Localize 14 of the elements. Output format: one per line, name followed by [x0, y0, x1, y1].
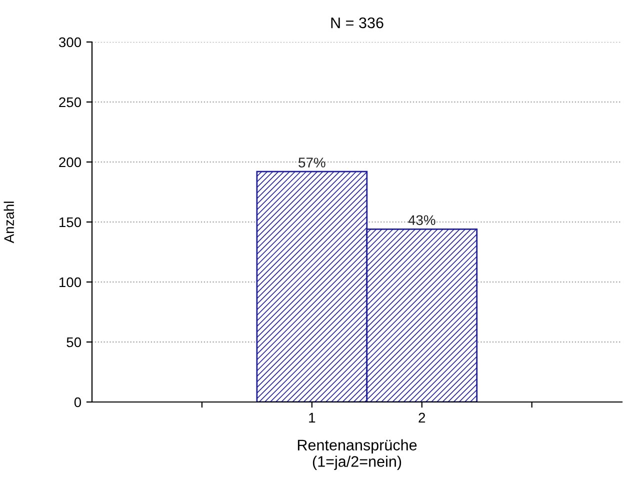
y-tick-label: 50	[66, 337, 82, 348]
y-tick-label: 150	[59, 217, 82, 228]
x-axis-title: Rentenansprüche (1=ja/2=nein)	[298, 439, 417, 470]
annotation: 57%	[298, 158, 326, 168]
annotation: 43%	[408, 215, 436, 226]
y-axis-title: Anzahl	[4, 202, 14, 244]
chart-title: N = 336	[331, 17, 384, 28]
y-tick-label: 300	[58, 37, 82, 48]
x-tick-label: 2	[418, 412, 426, 422]
y-tick-label: 200	[59, 157, 82, 168]
y-tick-label: 250	[59, 97, 82, 108]
y-tick-label: 100	[59, 277, 82, 288]
y-tick-label: 0	[74, 397, 82, 408]
x-tick-label: 1	[309, 412, 316, 422]
